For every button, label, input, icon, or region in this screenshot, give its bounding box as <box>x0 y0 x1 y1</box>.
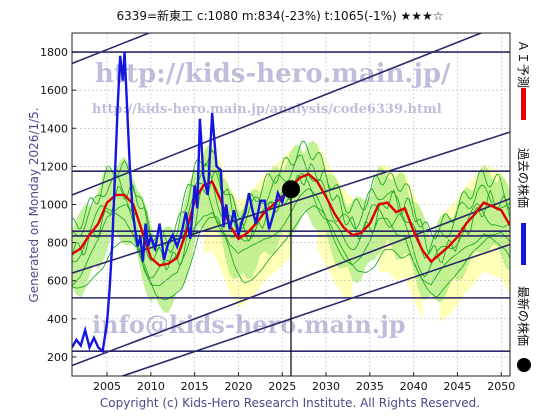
legend-ai-swatch <box>521 88 526 120</box>
y-tick-label: 1200 <box>40 160 68 173</box>
legend-past-label: 過去の株価 <box>516 148 531 208</box>
x-tick-label: 2015 <box>181 380 209 393</box>
y-tick-label: 1000 <box>40 199 68 212</box>
x-tick-label: 2035 <box>356 380 384 393</box>
x-tick-label: 2025 <box>268 380 296 393</box>
y-tick-label: 800 <box>47 237 68 250</box>
y-tick-label: 400 <box>47 313 68 326</box>
x-tick-label: 2030 <box>312 380 340 393</box>
x-axis-ticks: 2005 2010 2015 2020 2025 2030 2035 2040 2045 2050 <box>93 372 515 393</box>
legend-past-swatch <box>521 223 526 265</box>
watermark-analysis: http://kids-hero.main.jp/analysis/code63… <box>92 102 442 117</box>
y-tick-label: 200 <box>47 351 68 364</box>
x-tick-label: 2045 <box>443 380 471 393</box>
x-tick-label: 2050 <box>487 380 515 393</box>
generated-label: Generated on Monday 2026/1/5. <box>27 107 41 302</box>
legend-latest-label: 最新の株価 <box>516 286 531 346</box>
current-price-dot <box>282 180 300 199</box>
x-tick-label: 2040 <box>400 380 428 393</box>
chart-title: 6339=新東工 c:1080 m:834(-23%) t:1065(-1%) … <box>116 8 443 23</box>
watermark-url: http://kids-hero.main.jp/ <box>95 59 451 89</box>
channel-line <box>72 33 484 196</box>
past-price-series <box>72 51 292 354</box>
y-tick-label: 600 <box>47 275 68 288</box>
plot-area: http://kids-hero.main.jp/ http://kids-he… <box>72 33 510 376</box>
x-tick-label: 2020 <box>224 380 252 393</box>
past-price-line <box>72 51 292 354</box>
current-price-marker <box>282 180 300 376</box>
legend-ai-label: ＡＩ予測 <box>516 40 530 88</box>
y-tick-label: 1600 <box>40 84 68 97</box>
legend: ＡＩ予測 過去の株価 最新の株価 <box>516 40 531 372</box>
legend-latest-dot <box>517 358 531 372</box>
y-axis-ticks: 200 400 600 800 1000 1200 1400 1600 1800 <box>40 46 76 364</box>
channel-line <box>72 33 152 65</box>
y-tick-label: 1400 <box>40 122 68 135</box>
x-tick-label: 2010 <box>137 380 165 393</box>
watermark-group: http://kids-hero.main.jp/ http://kids-he… <box>92 59 451 339</box>
x-tick-label: 2005 <box>93 380 121 393</box>
y-tick-label: 1800 <box>40 46 68 59</box>
watermark-email: info@kids-hero.main.jp <box>92 310 406 339</box>
copyright-label: Copyright (c) Kids-Hero Research Institu… <box>100 396 480 410</box>
